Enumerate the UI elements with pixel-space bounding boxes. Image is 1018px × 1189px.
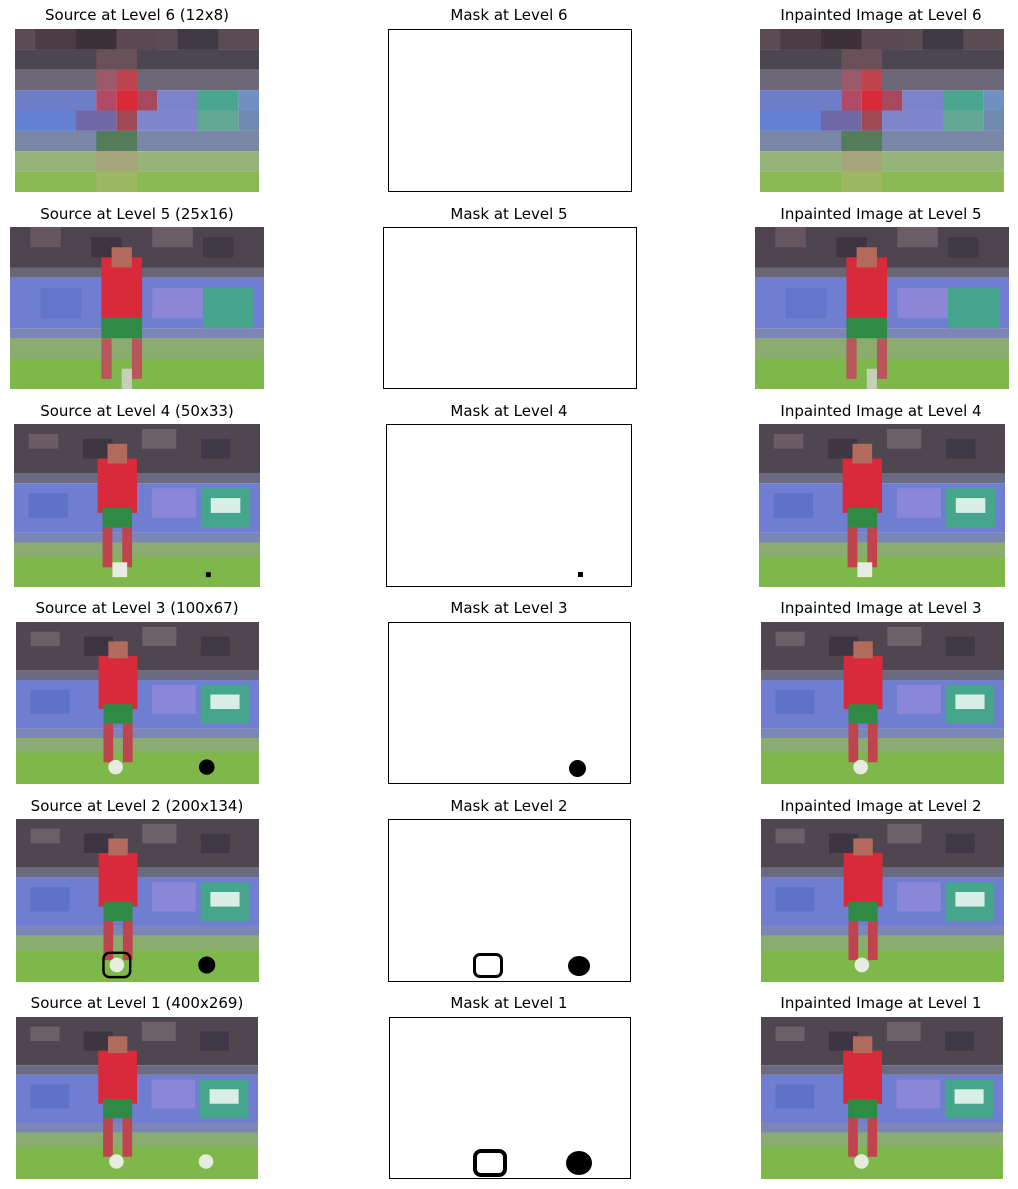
mask-image-level-6 (388, 29, 632, 192)
inpainted-title-level-4: Inpainted Image at Level 4 (780, 402, 982, 420)
mask-image-level-2 (388, 819, 631, 982)
mask-region-blob (569, 760, 586, 777)
mask-title-level-3: Mask at Level 3 (450, 599, 568, 617)
inpainted-image-level-5 (755, 227, 1009, 389)
inpainted-pixels-level-5 (755, 227, 1009, 389)
source-pixels-level-5 (10, 227, 264, 389)
mask-title-level-4: Mask at Level 4 (450, 402, 568, 420)
source-title-level-2: Source at Level 2 (200x134) (30, 797, 244, 815)
inpainted-image-level-4 (759, 424, 1005, 587)
mask-image-level-3 (388, 622, 631, 784)
source-image-level-4 (14, 424, 260, 587)
inpainted-pixels-level-1 (761, 1017, 1003, 1179)
inpainted-title-level-2: Inpainted Image at Level 2 (780, 797, 982, 815)
source-image-level-5 (10, 227, 264, 389)
source-image-level-6 (15, 29, 259, 192)
mask-region-ring (473, 953, 503, 978)
source-image-level-2 (16, 819, 259, 982)
mask-image-level-1 (389, 1017, 631, 1179)
inpainted-title-level-6: Inpainted Image at Level 6 (780, 6, 982, 24)
source-pixels-level-1 (16, 1017, 258, 1179)
mask-title-level-5: Mask at Level 5 (450, 205, 568, 223)
inpainted-pixels-level-6 (760, 29, 1004, 192)
source-pixels-level-3 (16, 622, 259, 784)
source-image-level-3 (16, 622, 259, 784)
mask-title-level-2: Mask at Level 2 (450, 797, 568, 815)
mask-title-level-6: Mask at Level 6 (450, 6, 568, 24)
source-pixels-level-6 (15, 29, 259, 192)
source-title-level-1: Source at Level 1 (400x269) (30, 994, 244, 1012)
inpainted-pixels-level-2 (761, 819, 1004, 982)
source-title-level-4: Source at Level 4 (50x33) (40, 402, 234, 420)
inpainted-title-level-1: Inpainted Image at Level 1 (780, 994, 982, 1012)
source-pixels-level-4 (14, 424, 260, 587)
source-title-level-3: Source at Level 3 (100x67) (35, 599, 239, 617)
mask-region-small (578, 572, 583, 577)
source-title-level-5: Source at Level 5 (25x16) (40, 205, 234, 223)
mask-image-level-5 (383, 227, 637, 389)
inpainted-image-level-2 (761, 819, 1004, 982)
source-pixels-level-2 (16, 819, 259, 982)
inpainted-image-level-6 (760, 29, 1004, 192)
mask-image-level-4 (386, 424, 632, 587)
inpainted-image-level-1 (761, 1017, 1003, 1179)
inpainted-pixels-level-3 (761, 622, 1004, 784)
inpainted-title-level-5: Inpainted Image at Level 5 (780, 205, 982, 223)
inpainted-title-level-3: Inpainted Image at Level 3 (780, 599, 982, 617)
mask-region-ring (473, 1149, 507, 1177)
mask-title-level-1: Mask at Level 1 (450, 994, 568, 1012)
inpainted-image-level-3 (761, 622, 1004, 784)
mask-region-blob (566, 1151, 592, 1175)
mask-region-blob (568, 956, 590, 976)
source-title-level-6: Source at Level 6 (12x8) (44, 6, 230, 24)
inpainted-pixels-level-4 (759, 424, 1005, 587)
source-image-level-1 (16, 1017, 258, 1179)
